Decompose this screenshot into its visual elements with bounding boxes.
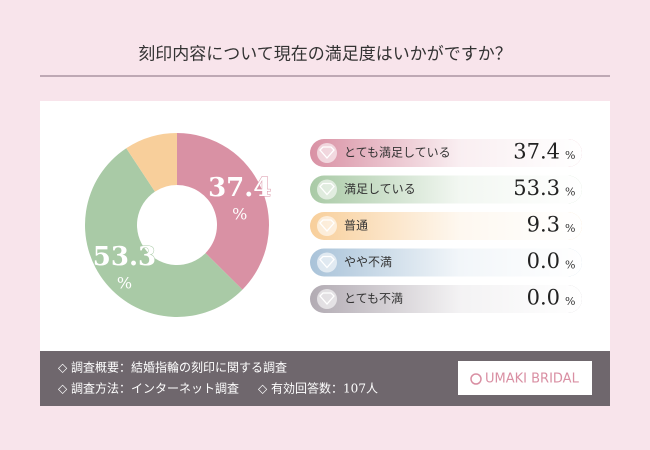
legend-label: やや不満 xyxy=(344,255,392,269)
legend-label: 普通 xyxy=(344,219,368,233)
slice-label: 53.3 xyxy=(93,242,156,272)
legend-icon-bg xyxy=(317,143,337,163)
slice-label: 37.4 xyxy=(208,173,271,203)
legend-fade xyxy=(310,248,582,277)
legend-value: 9.3 xyxy=(527,213,560,237)
legend-fade xyxy=(310,175,582,204)
legend-unit: % xyxy=(565,259,575,272)
legend-fade xyxy=(310,212,582,240)
legend-icon xyxy=(319,182,335,196)
legend-unit: % xyxy=(565,149,575,162)
legend-fade xyxy=(310,139,582,167)
donut-slice xyxy=(85,148,243,317)
legend-icon xyxy=(319,219,335,232)
legend-icon-bg xyxy=(317,289,337,309)
legend-value: 0.0 xyxy=(527,286,560,310)
legend-icon-bg xyxy=(317,179,337,200)
donut-slice xyxy=(177,133,269,290)
legend-label: とても不満 xyxy=(344,292,403,306)
legend-value: 37.4 xyxy=(513,140,560,164)
footer-method: ◇ 調査方法：インターネット調査 xyxy=(58,381,239,396)
donut-slice xyxy=(126,133,177,192)
slice-unit: % xyxy=(117,274,132,293)
legend-value: 0.0 xyxy=(527,249,560,273)
logo-ring xyxy=(470,373,482,385)
slice-unit: % xyxy=(232,204,247,223)
legend-value: 53.3 xyxy=(513,176,560,200)
legend-label: 満足している xyxy=(344,182,416,196)
legend-icon xyxy=(319,292,335,305)
legend-icon xyxy=(319,255,335,269)
legend-icon-bg xyxy=(317,216,337,236)
legend-fade xyxy=(310,285,582,313)
footer-survey: ◇ 調査概要：結婚指輪の刻印に関する調査 xyxy=(58,360,287,375)
chart-title: 刻印内容について現在の満足度はいかがですか？ xyxy=(138,45,512,65)
legend-unit: % xyxy=(565,186,575,199)
legend-icon xyxy=(319,146,335,159)
logo: UMAKI BRIDAL xyxy=(485,372,580,387)
footer-respondents: ◇ 有効回答数：107人 xyxy=(258,381,378,396)
legend-icon-bg xyxy=(317,252,337,273)
legend-label: とても満足している xyxy=(344,146,451,160)
legend-unit: % xyxy=(565,222,575,235)
legend-unit: % xyxy=(565,295,575,308)
